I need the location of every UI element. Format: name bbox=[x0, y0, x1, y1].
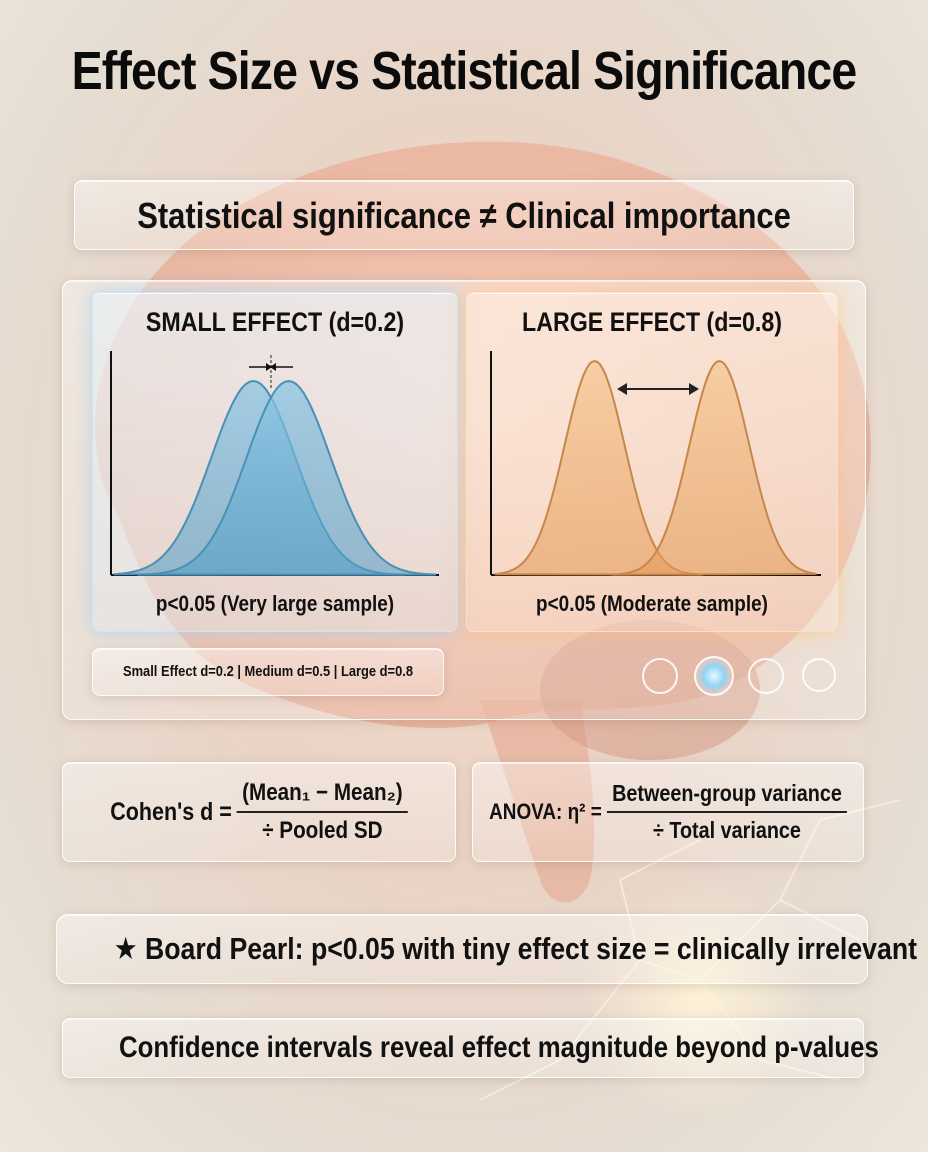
large-curve-group-2 bbox=[611, 359, 817, 576]
cohens-d-label: Cohen's d = bbox=[110, 797, 232, 826]
anova-numerator: Between-group variance bbox=[606, 780, 847, 813]
cohens-d-formula-box: Cohen's d = (Mean₁ − Mean₂) ÷ Pooled SD bbox=[62, 762, 456, 862]
board-pearl-text: ★ Board Pearl: p<0.05 with tiny effect s… bbox=[113, 931, 917, 966]
page-title: Effect Size vs Statistical Significance bbox=[71, 41, 857, 101]
confidence-interval-text: Confidence intervals reveal effect magni… bbox=[119, 1031, 879, 1064]
small-effect-distribution-chart bbox=[110, 351, 439, 576]
large-double-arrow-icon bbox=[617, 383, 699, 395]
cohens-d-denominator: ÷ Pooled SD bbox=[262, 817, 383, 844]
cohens-d-numerator: (Mean₁ − Mean₂) bbox=[236, 779, 408, 813]
subtitle-text: Statistical significance ≠ Clinical impo… bbox=[137, 195, 791, 236]
anova-label: ANOVA: η² = bbox=[489, 799, 602, 824]
effect-size-scale-text: Small Effect d=0.2 | Medium d=0.5 | Larg… bbox=[122, 663, 414, 680]
large-effect-heading: LARGE EFFECT (d=0.8) bbox=[522, 307, 782, 337]
effect-size-scale-note: Small Effect d=0.2 | Medium d=0.5 | Larg… bbox=[92, 648, 444, 696]
glass-bead-2-glowing bbox=[694, 656, 734, 696]
anova-denominator: ÷ Total variance bbox=[652, 817, 801, 843]
small-curve-group-2 bbox=[137, 379, 437, 576]
small-effect-heading: SMALL EFFECT (d=0.2) bbox=[145, 307, 405, 337]
small-effect-panel: SMALL EFFECT (d=0.2) p<0.05 (Very large … bbox=[92, 292, 458, 632]
small-inward-arrows-icon bbox=[249, 363, 293, 371]
anova-eta-squared-formula-box: ANOVA: η² = Between-group variance ÷ Tot… bbox=[472, 762, 864, 862]
glass-bead-1 bbox=[642, 658, 678, 694]
small-effect-caption: p<0.05 (Very large sample) bbox=[155, 591, 395, 616]
large-effect-distribution-chart bbox=[490, 351, 821, 576]
glass-bead-4 bbox=[802, 658, 836, 692]
board-pearl-banner: ★ Board Pearl: p<0.05 with tiny effect s… bbox=[56, 914, 917, 984]
subtitle-banner: Statistical significance ≠ Clinical impo… bbox=[74, 180, 854, 250]
confidence-interval-banner: Confidence intervals reveal effect magni… bbox=[62, 1018, 879, 1078]
large-effect-caption: p<0.05 (Moderate sample) bbox=[536, 591, 768, 616]
glass-bead-3 bbox=[748, 658, 784, 694]
large-effect-panel: LARGE EFFECT (d=0.8) p<0.05 (Moderate sa… bbox=[466, 292, 838, 632]
